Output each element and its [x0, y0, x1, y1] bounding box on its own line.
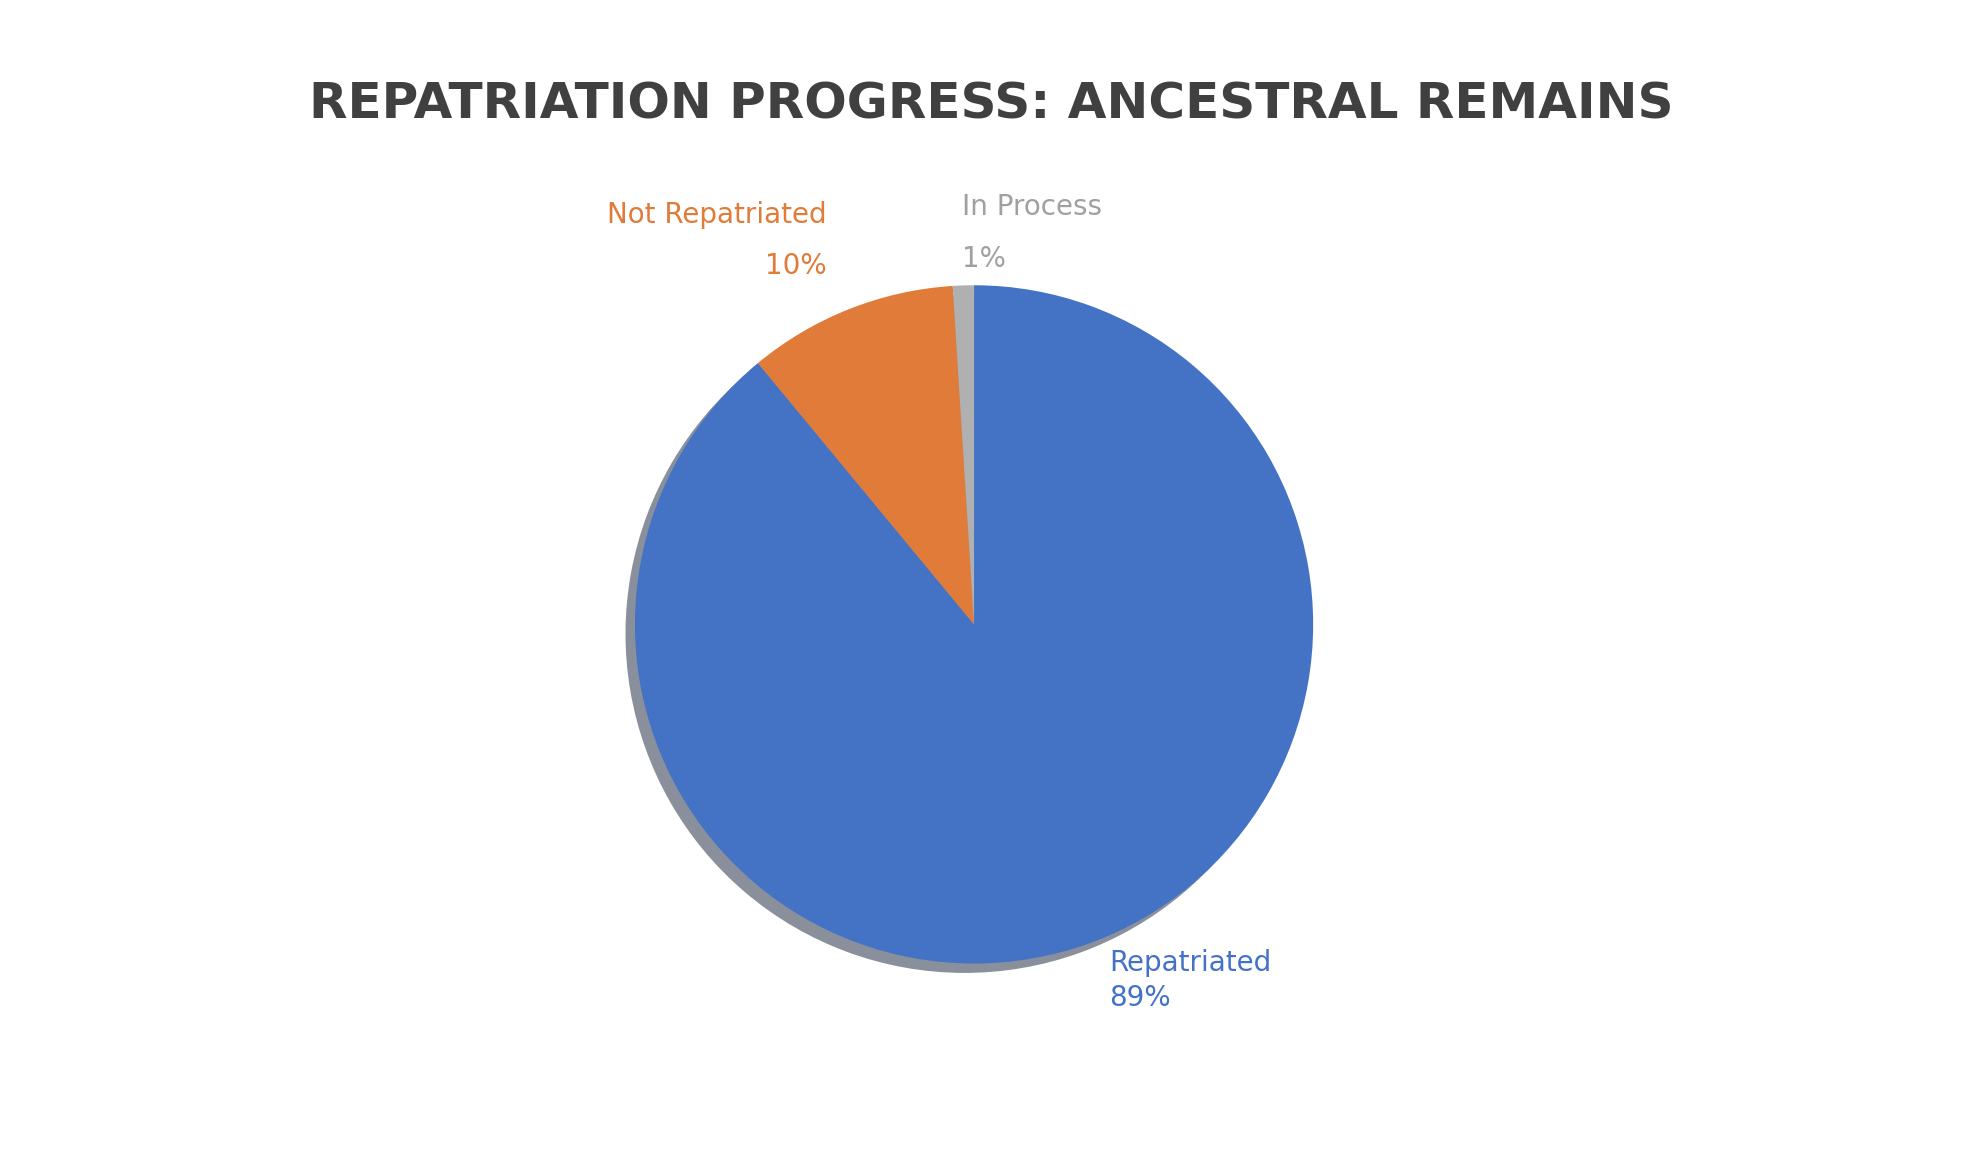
Text: Not Repatriated: Not Repatriated: [606, 200, 826, 229]
Wedge shape: [757, 286, 973, 625]
Text: In Process: In Process: [961, 193, 1102, 221]
Wedge shape: [953, 286, 973, 625]
Text: REPATRIATION PROGRESS: ANCESTRAL REMAINS: REPATRIATION PROGRESS: ANCESTRAL REMAINS: [309, 81, 1673, 128]
Text: 10%: 10%: [765, 252, 826, 280]
Text: Repatriated: Repatriated: [1110, 949, 1272, 978]
Text: 89%: 89%: [1110, 983, 1171, 1012]
Wedge shape: [634, 286, 1314, 964]
Text: 1%: 1%: [961, 245, 1007, 273]
